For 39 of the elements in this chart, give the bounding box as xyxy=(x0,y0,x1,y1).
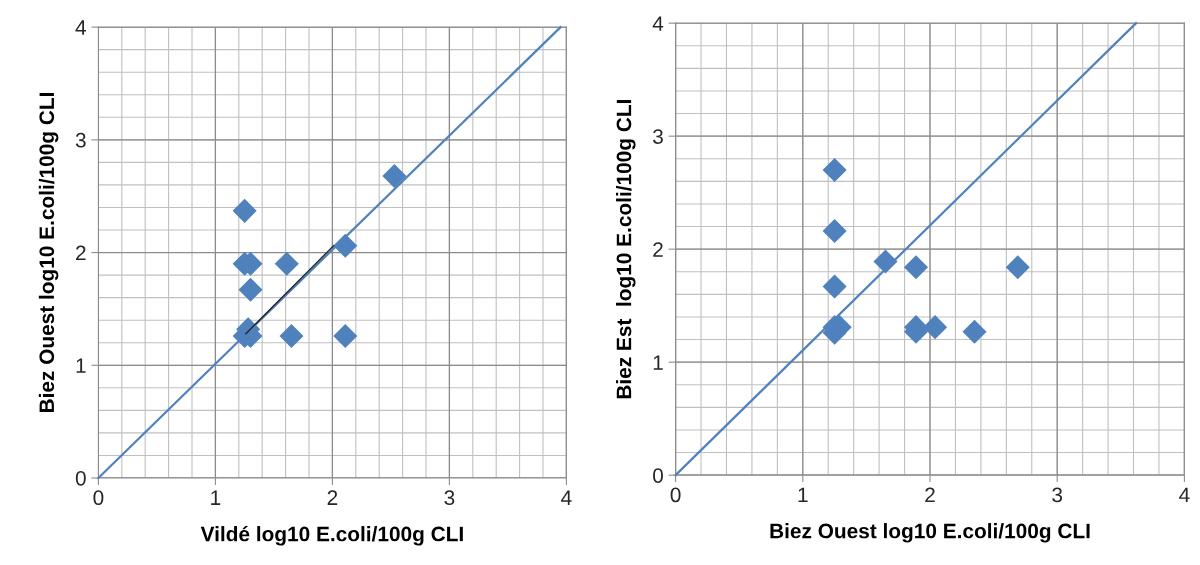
point xyxy=(232,198,257,223)
x-tick-label: 4 xyxy=(561,490,572,505)
x-tick-label: 4 xyxy=(1179,487,1190,503)
point xyxy=(1005,255,1030,280)
point xyxy=(382,163,407,188)
point xyxy=(238,277,263,302)
point xyxy=(903,255,929,280)
point xyxy=(962,319,987,344)
point xyxy=(873,249,898,274)
y-tick-label: 4 xyxy=(75,20,86,35)
x-tick-label: 0 xyxy=(93,490,104,506)
point xyxy=(274,251,299,276)
x-axis-title: Vildé log10 E.coli/100g CLI xyxy=(200,525,463,546)
x-tick-label: 0 xyxy=(670,487,681,503)
point xyxy=(923,315,948,340)
y-tick-label: 1 xyxy=(76,358,86,373)
y-tick-label: 4 xyxy=(652,16,664,31)
y-tick-label: 2 xyxy=(76,245,86,261)
x-tick-label: 2 xyxy=(925,487,935,503)
point xyxy=(822,219,847,244)
y-axis-title: Biez Est log10 E.coli/100g CLI xyxy=(616,100,636,399)
x-tick-label: 1 xyxy=(211,490,221,505)
y-tick-label: 3 xyxy=(653,129,663,144)
x-tick-label: 2 xyxy=(327,490,338,505)
x-tick-label: 3 xyxy=(444,490,455,506)
y-tick-label: 1 xyxy=(653,355,663,370)
point xyxy=(822,274,847,299)
y-tick-label: 0 xyxy=(75,470,86,486)
point xyxy=(333,233,358,258)
x-axis-title: Biez Ouest log10 E.coli/100g CLI xyxy=(770,523,1090,543)
point xyxy=(279,323,304,348)
y-tick-label: 3 xyxy=(75,132,86,148)
y-tick-label: 2 xyxy=(653,242,663,257)
x-tick-label: 3 xyxy=(1052,487,1063,503)
x-tick-label: 1 xyxy=(798,487,808,503)
y-axis-title: Biez Ouest log10 E.coli/100g CLI xyxy=(38,93,59,413)
y-tick-label: 0 xyxy=(653,468,663,483)
point xyxy=(822,158,847,183)
point xyxy=(333,323,358,348)
